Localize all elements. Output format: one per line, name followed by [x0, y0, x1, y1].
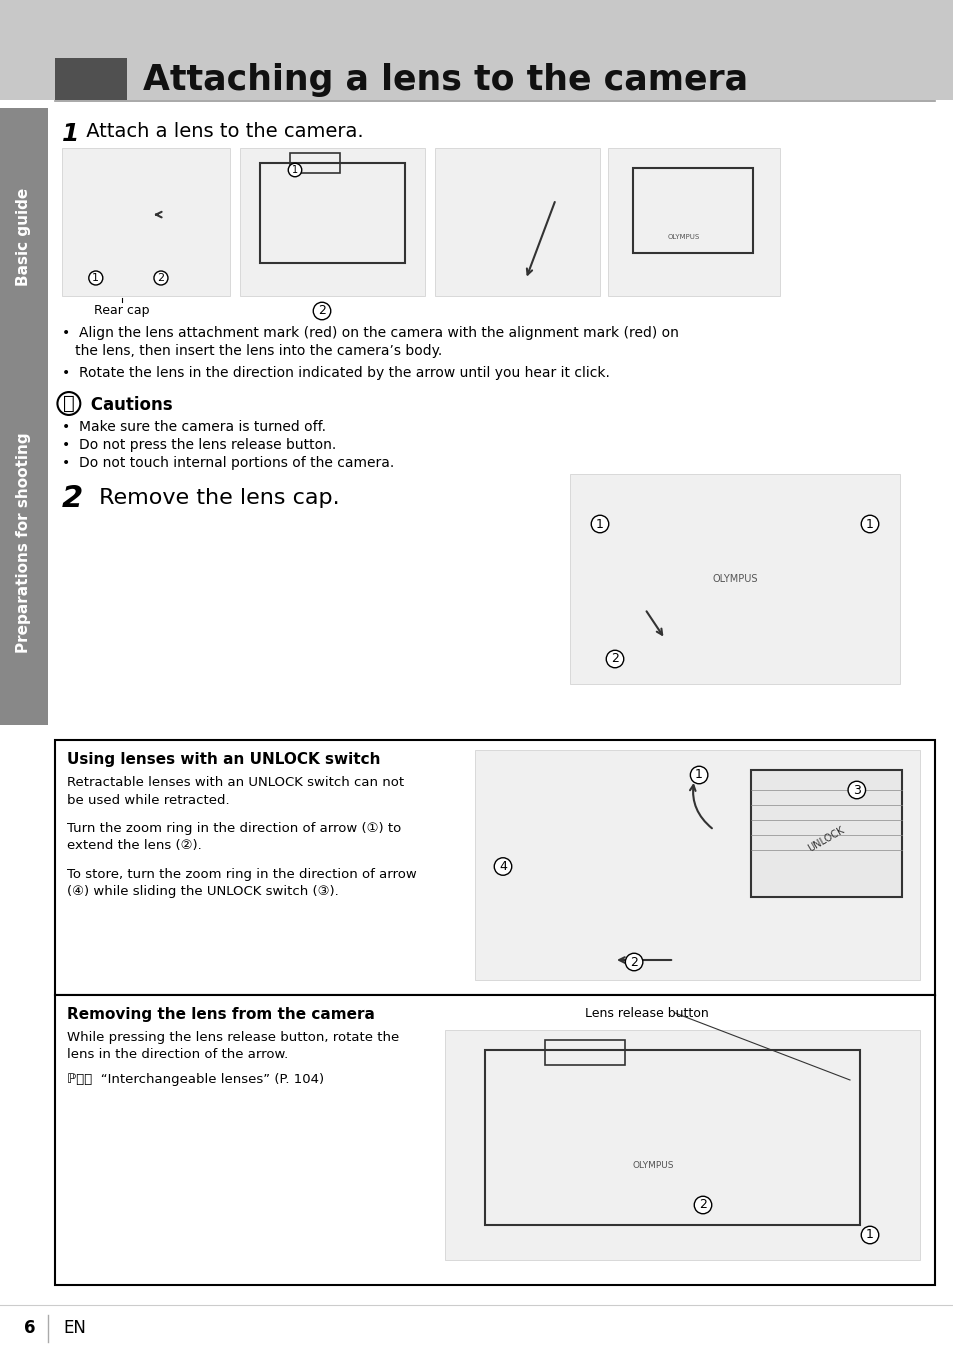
Text: •  Do not touch internal portions of the camera.: • Do not touch internal portions of the … — [62, 456, 394, 470]
Text: 2: 2 — [699, 1198, 706, 1212]
Text: Preparations for shooting: Preparations for shooting — [16, 433, 31, 653]
Text: Turn the zoom ring in the direction of arrow (①) to
extend the lens (②).: Turn the zoom ring in the direction of a… — [67, 822, 401, 852]
Text: 3: 3 — [852, 783, 860, 797]
Text: UNLOCK: UNLOCK — [805, 825, 845, 854]
Text: •  Rotate the lens in the direction indicated by the arrow until you hear it cli: • Rotate the lens in the direction indic… — [62, 366, 609, 380]
Text: Basic guide: Basic guide — [16, 187, 31, 286]
Bar — [55, 58, 127, 100]
Text: EN: EN — [63, 1319, 86, 1337]
Text: 2: 2 — [611, 653, 618, 665]
Text: 4: 4 — [498, 860, 506, 873]
Text: 1: 1 — [596, 517, 603, 531]
Text: 1: 1 — [92, 273, 99, 284]
Text: Using lenses with an UNLOCK switch: Using lenses with an UNLOCK switch — [67, 752, 380, 767]
Bar — [260, 163, 405, 263]
Text: Removing the lens from the camera: Removing the lens from the camera — [67, 1007, 375, 1022]
Bar — [290, 153, 339, 172]
Bar — [475, 750, 919, 980]
Text: 1: 1 — [865, 1228, 873, 1242]
Bar — [750, 769, 902, 897]
Bar — [0, 360, 48, 725]
Text: Lens release button: Lens release button — [584, 1007, 708, 1020]
Text: OLYMPUS: OLYMPUS — [632, 1160, 673, 1170]
Bar — [435, 148, 599, 296]
Text: the lens, then insert the lens into the camera’s body.: the lens, then insert the lens into the … — [62, 345, 442, 358]
Text: Rear cap: Rear cap — [94, 304, 150, 318]
Text: •  Make sure the camera is turned off.: • Make sure the camera is turned off. — [62, 421, 326, 434]
Text: ℙⒶⓡ  “Interchangeable lenses” (P. 104): ℙⒶⓡ “Interchangeable lenses” (P. 104) — [67, 1073, 324, 1086]
Text: Cautions: Cautions — [85, 396, 172, 414]
Bar — [62, 148, 230, 296]
Text: 2: 2 — [317, 304, 326, 318]
Bar — [569, 474, 899, 684]
Bar — [240, 148, 424, 296]
Text: 1: 1 — [695, 768, 702, 782]
Text: •  Do not press the lens release button.: • Do not press the lens release button. — [62, 438, 335, 452]
Text: •  Align the lens attachment mark (red) on the camera with the alignment mark (r: • Align the lens attachment mark (red) o… — [62, 326, 679, 341]
Text: To store, turn the zoom ring in the direction of arrow
(④) while sliding the UNL: To store, turn the zoom ring in the dire… — [67, 868, 416, 898]
Bar — [633, 168, 752, 252]
Ellipse shape — [840, 1071, 859, 1090]
Text: 1: 1 — [62, 122, 79, 147]
Text: 1: 1 — [292, 166, 297, 175]
Text: Retractable lenses with an UNLOCK switch can not
be used while retracted.: Retractable lenses with an UNLOCK switch… — [67, 776, 404, 806]
Text: Attach a lens to the camera.: Attach a lens to the camera. — [80, 122, 363, 141]
Bar — [0, 0, 953, 100]
Text: OLYMPUS: OLYMPUS — [712, 574, 757, 584]
Text: While pressing the lens release button, rotate the
lens in the direction of the : While pressing the lens release button, … — [67, 1031, 399, 1061]
Bar — [544, 1039, 624, 1065]
Bar — [607, 148, 780, 296]
Text: Remove the lens cap.: Remove the lens cap. — [91, 489, 339, 508]
Bar — [444, 1030, 919, 1261]
Text: 6: 6 — [24, 1319, 35, 1337]
Bar — [484, 1050, 859, 1225]
Text: 1: 1 — [865, 517, 873, 531]
Text: 2: 2 — [62, 484, 83, 513]
Bar — [0, 109, 48, 366]
Bar — [55, 740, 934, 995]
Text: Attaching a lens to the camera: Attaching a lens to the camera — [143, 62, 747, 96]
Text: 2: 2 — [157, 273, 164, 284]
Text: 2: 2 — [630, 955, 638, 969]
Text: ⓘ: ⓘ — [63, 394, 74, 413]
Bar — [55, 995, 934, 1285]
Text: OLYMPUS: OLYMPUS — [667, 233, 700, 240]
